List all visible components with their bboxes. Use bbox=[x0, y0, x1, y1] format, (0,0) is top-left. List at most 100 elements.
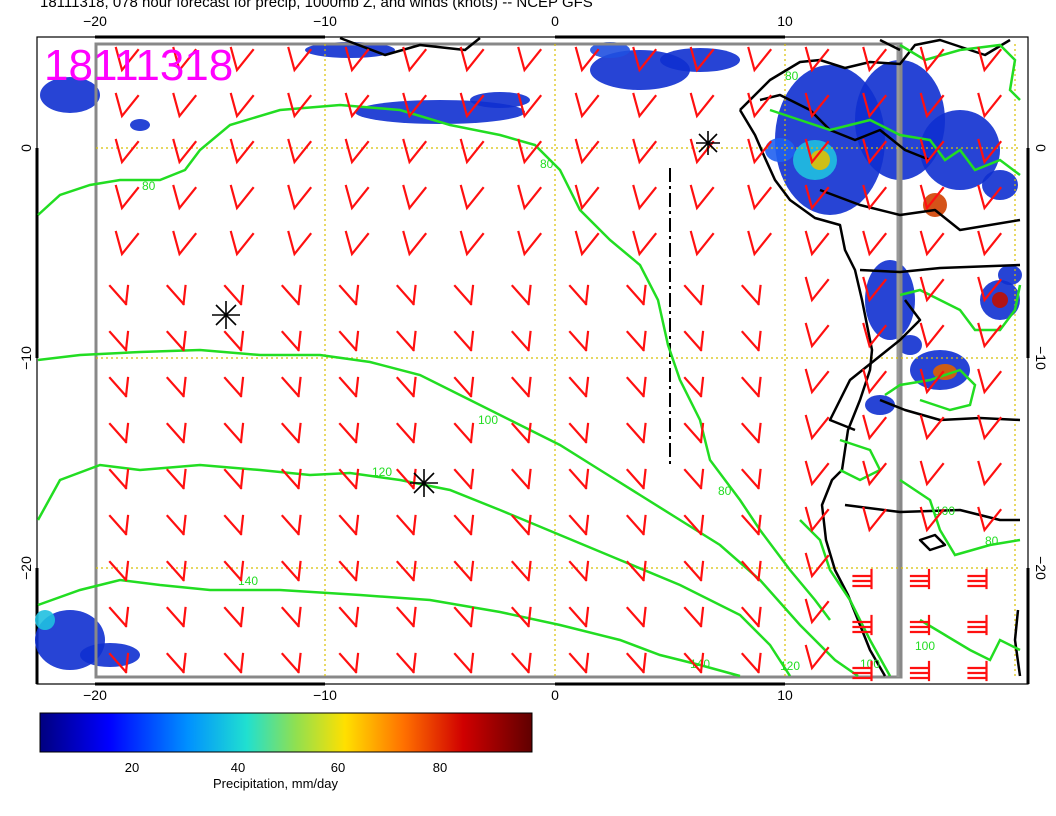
wind-barb bbox=[804, 138, 830, 165]
wind-barb bbox=[459, 230, 485, 257]
wind-barb bbox=[114, 138, 140, 165]
wind-barb bbox=[453, 422, 475, 444]
precip-cell bbox=[810, 150, 830, 170]
svg-text:140: 140 bbox=[690, 657, 710, 671]
svg-text:80: 80 bbox=[142, 179, 156, 193]
wind-barb bbox=[172, 46, 198, 73]
precip-cell bbox=[992, 292, 1008, 308]
wind-barb bbox=[574, 46, 600, 73]
wind-barb bbox=[165, 606, 187, 628]
svg-text:−10: −10 bbox=[313, 687, 337, 703]
wind-barb bbox=[804, 322, 830, 349]
wind-barb bbox=[344, 184, 370, 211]
wind-barb bbox=[632, 92, 658, 119]
wind-barb bbox=[740, 468, 762, 490]
wind-barb bbox=[625, 376, 647, 398]
wind-barb bbox=[977, 46, 1003, 73]
lat-labels-right: 0 −10 −20 bbox=[1033, 144, 1049, 580]
wind-barb bbox=[625, 330, 647, 352]
wind-barb bbox=[804, 368, 830, 395]
wind-barb bbox=[108, 606, 130, 628]
wind-barb bbox=[510, 422, 532, 444]
wind-barb bbox=[967, 660, 988, 682]
wind-barb bbox=[804, 184, 830, 211]
wind-barb bbox=[919, 92, 945, 119]
wind-barb bbox=[574, 92, 600, 119]
wind-barb bbox=[280, 652, 302, 674]
wind-barb bbox=[689, 184, 715, 211]
date-stamp: 18111318 bbox=[44, 41, 233, 90]
wind-barb bbox=[804, 506, 830, 533]
wind-barb bbox=[402, 92, 428, 119]
wind-barb bbox=[977, 322, 1003, 349]
wind-barb bbox=[402, 230, 428, 257]
wind-barb bbox=[574, 184, 600, 211]
wind-barb bbox=[740, 376, 762, 398]
wind-barb bbox=[919, 368, 945, 395]
wind-barb bbox=[108, 284, 130, 306]
wind-barb bbox=[344, 92, 370, 119]
wind-barb bbox=[510, 514, 532, 536]
wind-barb bbox=[574, 230, 600, 257]
wind-barb bbox=[804, 276, 830, 303]
precip-cell bbox=[40, 77, 100, 113]
wind-barb bbox=[568, 606, 590, 628]
wind-barb bbox=[338, 376, 360, 398]
wind-barb bbox=[747, 138, 773, 165]
wind-barb bbox=[223, 514, 245, 536]
wind-barb bbox=[459, 46, 485, 73]
svg-text:−20: −20 bbox=[18, 556, 34, 580]
svg-text:−20: −20 bbox=[83, 13, 107, 29]
precip-cell bbox=[982, 170, 1018, 200]
wind-barb bbox=[862, 368, 888, 395]
svg-text:−10: −10 bbox=[18, 346, 34, 370]
wind-barb bbox=[510, 652, 532, 674]
precip-cell bbox=[305, 42, 395, 58]
wind-barb bbox=[338, 330, 360, 352]
wind-barb bbox=[632, 138, 658, 165]
wind-barb bbox=[625, 468, 647, 490]
wind-barb bbox=[108, 514, 130, 536]
svg-text:40: 40 bbox=[231, 760, 245, 775]
wind-barb bbox=[510, 606, 532, 628]
wind-barb bbox=[453, 376, 475, 398]
wind-barb bbox=[919, 506, 945, 533]
svg-text:10: 10 bbox=[777, 687, 793, 703]
wind-barb bbox=[280, 468, 302, 490]
wind-barb bbox=[804, 460, 830, 487]
wind-barb bbox=[459, 184, 485, 211]
precip-cell bbox=[865, 395, 895, 415]
wind-barb bbox=[280, 376, 302, 398]
wind-barb bbox=[280, 606, 302, 628]
wind-barb bbox=[395, 514, 417, 536]
wind-barb bbox=[977, 414, 1003, 441]
wind-barb bbox=[977, 276, 1003, 303]
wind-barb bbox=[568, 330, 590, 352]
marker-star bbox=[410, 469, 438, 497]
wind-barb bbox=[229, 46, 255, 73]
precip-cell bbox=[590, 42, 630, 58]
svg-text:0: 0 bbox=[18, 144, 34, 152]
lat-labels-left: 0 −10 −20 bbox=[18, 144, 34, 580]
wind-barb bbox=[165, 514, 187, 536]
wind-barb bbox=[280, 422, 302, 444]
wind-barb bbox=[689, 92, 715, 119]
wind-barb bbox=[453, 514, 475, 536]
wind-barb bbox=[852, 660, 873, 682]
wind-barb bbox=[862, 276, 888, 303]
wind-barb bbox=[804, 46, 830, 73]
wind-barb bbox=[683, 330, 705, 352]
wind-barb bbox=[740, 422, 762, 444]
wind-barb bbox=[804, 644, 830, 671]
wind-barb bbox=[223, 468, 245, 490]
wind-barb bbox=[395, 560, 417, 582]
wind-barb bbox=[172, 92, 198, 119]
lon-labels-bottom: −20 −10 0 10 bbox=[83, 687, 793, 703]
wind-barb bbox=[862, 230, 888, 257]
wind-barb bbox=[517, 138, 543, 165]
wind-barb bbox=[977, 230, 1003, 257]
wind-barb bbox=[344, 46, 370, 73]
wind-barb bbox=[632, 184, 658, 211]
wind-barb bbox=[459, 92, 485, 119]
wind-barb bbox=[862, 506, 888, 533]
